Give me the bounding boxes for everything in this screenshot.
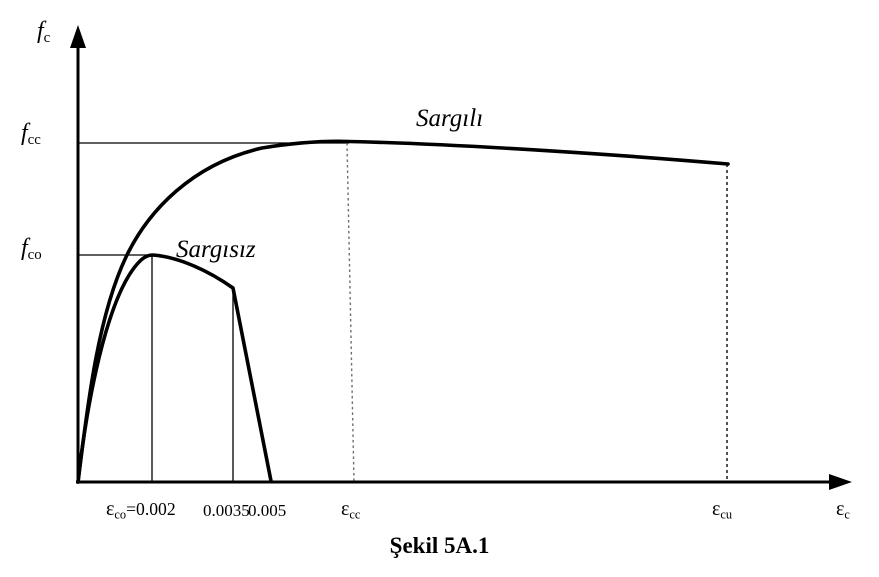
tick-0035-label: 0.0035	[203, 501, 250, 520]
y-axis-title-subscript: c	[43, 30, 51, 47]
eco-subscript: co	[114, 507, 127, 522]
ecu-tick-label: εcu	[712, 499, 732, 521]
eco-symbol: ε	[106, 498, 115, 520]
ecu-symbol: ε	[712, 498, 721, 520]
y-axis-title: fc	[37, 19, 50, 46]
fcc-symbol: f	[21, 120, 28, 146]
confined-curve-label: Sargılı	[416, 105, 484, 132]
ecc-symbol: ε	[341, 498, 350, 520]
fcc-subscript: cc	[27, 132, 41, 149]
x-axis-title: εc	[836, 499, 850, 521]
x-axis-arrowhead	[829, 474, 852, 490]
fco-symbol: f	[21, 235, 28, 261]
tick-005-label: 0.005	[248, 501, 287, 520]
y-axis-arrowhead	[70, 25, 86, 48]
eco-value: =0.002	[126, 499, 176, 519]
confined-curve	[76, 139, 730, 484]
y-axis-title-symbol: f	[37, 18, 44, 44]
ecc-drop-line	[346, 142, 355, 483]
x-axis-title-symbol: ε	[836, 498, 845, 520]
eco-tick-label: εco=0.002	[106, 499, 176, 521]
x-axis-title-subscript: c	[844, 507, 850, 522]
ecc-tick-label: εcc	[341, 499, 360, 521]
unconfined-curve	[76, 253, 273, 484]
unconfined-curve-label: Sargısız	[176, 236, 256, 263]
ecu-subscript: cu	[720, 507, 733, 522]
fco-tick-label: fco	[21, 236, 42, 263]
figure-caption: Şekil 5A.1	[389, 533, 490, 558]
fco-subscript: co	[27, 247, 42, 264]
ecc-subscript: cc	[349, 507, 361, 522]
fcc-tick-label: fcc	[21, 121, 41, 148]
